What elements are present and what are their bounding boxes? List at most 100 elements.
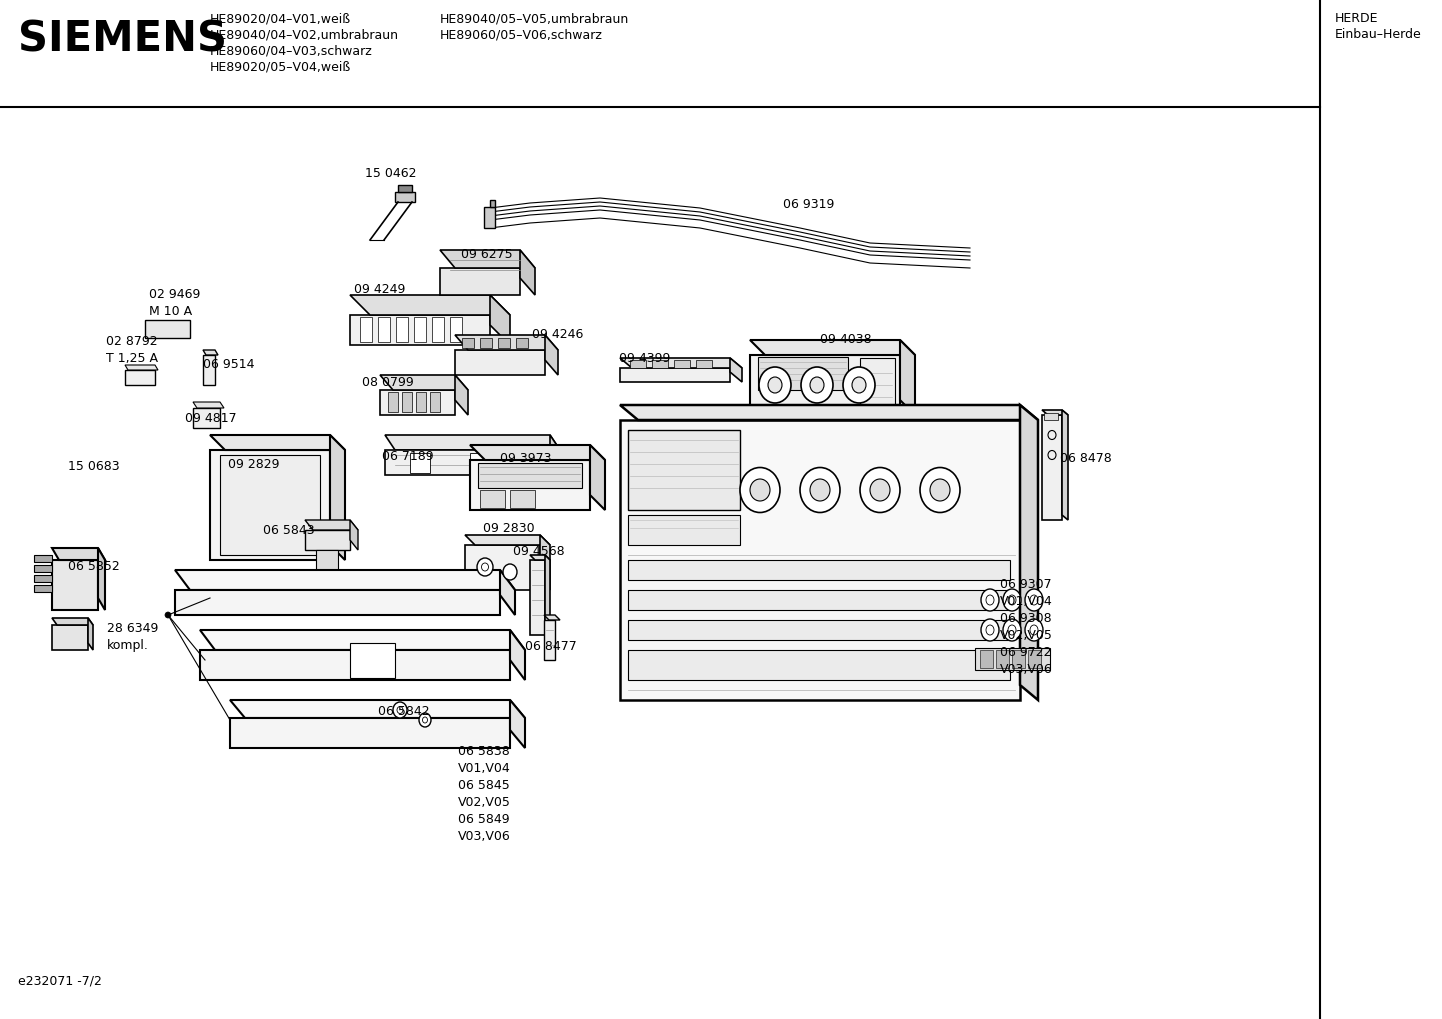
Polygon shape	[477, 463, 583, 488]
Polygon shape	[125, 370, 154, 385]
Text: HE89040/04–V02,umbrabraun: HE89040/04–V02,umbrabraun	[211, 28, 399, 41]
Polygon shape	[629, 430, 740, 510]
Text: 06 9514: 06 9514	[203, 358, 254, 371]
Polygon shape	[221, 455, 320, 555]
Polygon shape	[193, 408, 221, 428]
Polygon shape	[1019, 405, 1038, 700]
Polygon shape	[52, 548, 105, 560]
Polygon shape	[211, 435, 345, 450]
Text: 06 7189: 06 7189	[382, 450, 434, 463]
Polygon shape	[381, 375, 469, 390]
Text: 08 0799: 08 0799	[362, 376, 414, 389]
Polygon shape	[1012, 650, 1025, 668]
Polygon shape	[996, 650, 1009, 668]
Polygon shape	[35, 555, 52, 562]
Text: 09 2830: 09 2830	[483, 522, 535, 535]
Ellipse shape	[750, 479, 770, 501]
Polygon shape	[306, 520, 358, 530]
Polygon shape	[146, 320, 190, 338]
Text: 06 5843: 06 5843	[262, 524, 314, 537]
Text: 09 4399: 09 4399	[619, 352, 671, 365]
Ellipse shape	[844, 367, 875, 403]
Polygon shape	[402, 392, 412, 412]
Ellipse shape	[477, 558, 493, 576]
Polygon shape	[88, 618, 92, 650]
Text: 09 4568: 09 4568	[513, 545, 565, 558]
Polygon shape	[975, 648, 1050, 671]
Polygon shape	[480, 490, 505, 508]
Text: HE89020/04–V01,weiß: HE89020/04–V01,weiß	[211, 12, 350, 25]
Polygon shape	[231, 700, 525, 718]
Polygon shape	[629, 590, 1009, 610]
Text: 06 5838
V01,V04
06 5845
V02,V05
06 5849
V03,V06: 06 5838 V01,V04 06 5845 V02,V05 06 5849 …	[459, 745, 510, 843]
Polygon shape	[98, 548, 105, 610]
Polygon shape	[52, 560, 98, 610]
Text: 02 8792
T 1,25 A: 02 8792 T 1,25 A	[107, 335, 159, 365]
Polygon shape	[52, 625, 88, 650]
Polygon shape	[630, 360, 646, 368]
Polygon shape	[410, 453, 430, 473]
Polygon shape	[859, 358, 895, 413]
Polygon shape	[200, 630, 525, 650]
Text: 15 0462: 15 0462	[365, 167, 417, 180]
Polygon shape	[544, 620, 555, 660]
Polygon shape	[539, 535, 549, 590]
Polygon shape	[174, 570, 515, 590]
Polygon shape	[1044, 413, 1058, 420]
Polygon shape	[211, 450, 330, 560]
Polygon shape	[440, 268, 521, 294]
Polygon shape	[330, 435, 345, 560]
Text: 06 9319: 06 9319	[783, 198, 835, 211]
Text: 28 6349
kompl.: 28 6349 kompl.	[107, 622, 159, 652]
Ellipse shape	[1004, 589, 1021, 611]
Text: 09 4817: 09 4817	[185, 412, 236, 425]
Polygon shape	[549, 435, 559, 475]
Polygon shape	[350, 294, 510, 315]
Polygon shape	[381, 390, 456, 415]
Polygon shape	[629, 560, 1009, 580]
Polygon shape	[200, 650, 510, 680]
Polygon shape	[35, 585, 52, 592]
Ellipse shape	[394, 702, 407, 718]
Text: HE89040/05–V05,umbrabraun: HE89040/05–V05,umbrabraun	[440, 12, 629, 25]
Polygon shape	[231, 718, 510, 748]
Polygon shape	[750, 355, 900, 415]
Polygon shape	[316, 550, 337, 575]
Polygon shape	[385, 435, 559, 450]
Polygon shape	[1043, 410, 1069, 415]
Polygon shape	[620, 368, 730, 382]
Polygon shape	[750, 340, 916, 355]
Ellipse shape	[758, 367, 792, 403]
Text: HE89060/04–V03,schwarz: HE89060/04–V03,schwarz	[211, 44, 372, 57]
Ellipse shape	[420, 713, 431, 727]
Polygon shape	[652, 360, 668, 368]
Text: 02 9469
M 10 A: 02 9469 M 10 A	[149, 288, 200, 318]
Text: 09 3973: 09 3973	[500, 452, 551, 465]
Ellipse shape	[920, 468, 960, 513]
Text: 09 4038: 09 4038	[820, 333, 871, 346]
Polygon shape	[440, 250, 535, 268]
Text: 09 4246: 09 4246	[532, 328, 584, 341]
Polygon shape	[470, 445, 606, 460]
Text: 06 5842: 06 5842	[378, 705, 430, 718]
Polygon shape	[1061, 410, 1069, 520]
Polygon shape	[430, 392, 440, 412]
Polygon shape	[730, 358, 743, 382]
Polygon shape	[174, 590, 500, 615]
Polygon shape	[490, 200, 495, 207]
Polygon shape	[395, 192, 415, 202]
Polygon shape	[203, 355, 215, 385]
Polygon shape	[433, 317, 444, 342]
Text: 06 9307
V01,V04
06 9308
V02,V05
06 9722
V03,V06: 06 9307 V01,V04 06 9308 V02,V05 06 9722 …	[999, 578, 1053, 676]
Polygon shape	[497, 338, 510, 348]
Polygon shape	[629, 650, 1009, 680]
Polygon shape	[388, 392, 398, 412]
Polygon shape	[510, 490, 535, 508]
Polygon shape	[510, 630, 525, 680]
Ellipse shape	[1025, 589, 1043, 611]
Polygon shape	[900, 340, 916, 415]
Polygon shape	[620, 405, 1038, 420]
Polygon shape	[531, 453, 549, 473]
Text: e232071 -7/2: e232071 -7/2	[17, 975, 102, 988]
Ellipse shape	[852, 377, 867, 393]
